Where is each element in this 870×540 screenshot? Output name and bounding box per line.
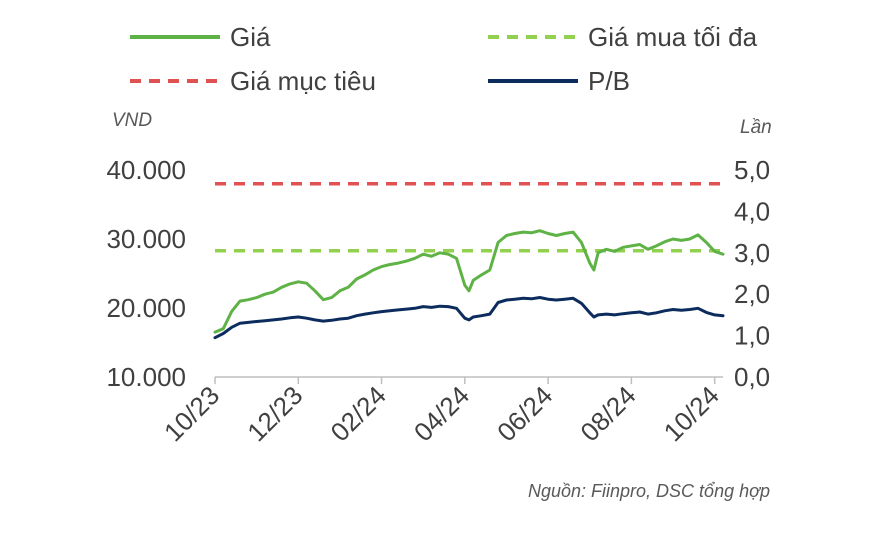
legend-item-target: Giá mục tiêu — [130, 66, 376, 96]
series-line-pb — [213, 296, 725, 340]
legend-item-max-buy: Giá mua tối đa — [488, 22, 758, 52]
legend-label-price: Giá — [230, 22, 271, 52]
x-tick-label: 10/24 — [658, 380, 725, 447]
right-axis-ticks: 0,0 1,0 2,0 3,0 4,0 5,0 — [734, 155, 770, 392]
left-axis-unit: VND — [112, 110, 152, 131]
right-tick-label: 2,0 — [734, 279, 770, 309]
left-tick-label: 10.000 — [106, 362, 186, 392]
right-axis-unit: Lần — [740, 117, 772, 138]
x-tick-label: 04/24 — [408, 380, 475, 447]
right-tick-label: 3,0 — [734, 238, 770, 268]
source-note: Nguồn: Fiinpro, DSC tổng hợp — [528, 481, 770, 501]
x-axis: 10/23 12/23 02/24 04/24 06/24 08/24 10/24 — [158, 376, 725, 447]
legend-item-pb: P/B — [488, 66, 630, 96]
legend-item-price: Giá — [130, 22, 271, 52]
x-tick-label: 12/23 — [241, 380, 308, 447]
left-axis-ticks: 10.000 20.000 30.000 40.000 — [106, 155, 186, 392]
legend-label-pb: P/B — [588, 66, 630, 96]
right-tick-label: 1,0 — [734, 321, 770, 351]
left-tick-label: 40.000 — [106, 155, 186, 185]
legend: Giá Giá mua tối đa Giá mục tiêu P/B — [130, 22, 758, 96]
x-tick-label: 08/24 — [574, 380, 641, 447]
left-tick-label: 30.000 — [106, 224, 186, 254]
right-tick-label: 5,0 — [734, 155, 770, 185]
series-layer — [213, 182, 725, 340]
right-tick-label: 4,0 — [734, 196, 770, 226]
x-tick-label: 02/24 — [325, 380, 392, 447]
x-tick-label: 06/24 — [491, 380, 558, 447]
right-tick-label: 0,0 — [734, 362, 770, 392]
left-tick-label: 20.000 — [106, 293, 186, 323]
legend-label-max-buy: Giá mua tối đa — [588, 22, 758, 52]
legend-label-target: Giá mục tiêu — [230, 66, 376, 96]
series-line-price — [213, 229, 725, 334]
